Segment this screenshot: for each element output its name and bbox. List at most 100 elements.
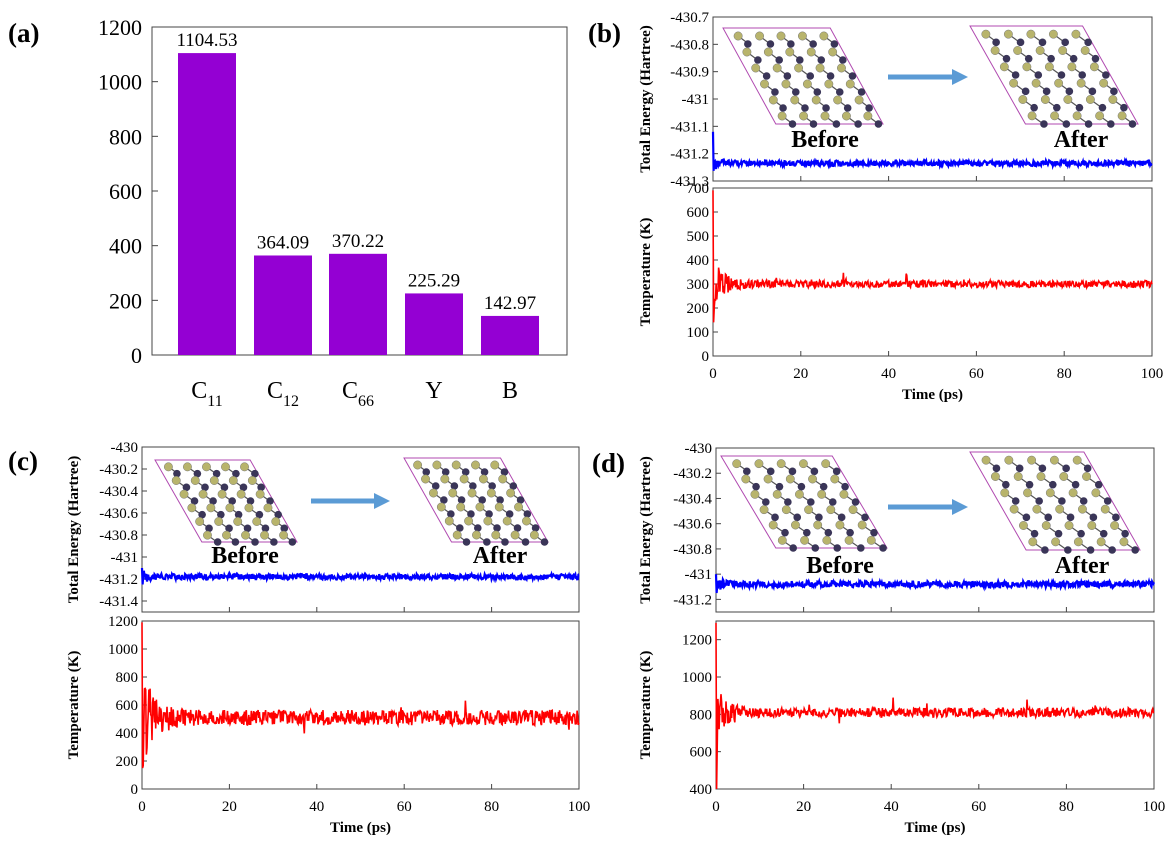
temperature-y-tick-label: 0 (131, 782, 139, 798)
lattice-atom-light (432, 460, 442, 470)
energy-y-axis-label: Total Energy (Hartree) (66, 456, 82, 603)
lattice-atom-light (1009, 78, 1019, 88)
lattice-atom-dark (513, 524, 522, 532)
lattice-atom-light (1076, 78, 1086, 88)
lattice-atom-light (837, 63, 846, 73)
y-tick-label: 400 (109, 234, 142, 259)
energy-y-tick-label: -430.4 (673, 491, 712, 507)
x-tick-label: 40 (309, 799, 324, 815)
lattice-atom-light (822, 535, 832, 545)
lattice-atom-dark (832, 120, 841, 128)
lattice-atom-dark (456, 524, 464, 532)
lattice-atom-dark (469, 482, 477, 490)
lattice-atom-dark (1042, 87, 1051, 96)
lattice-atom-light (732, 459, 742, 469)
lattice-atom-dark (1086, 546, 1095, 554)
lattice-atom-dark (450, 482, 459, 490)
lattice-atom-dark (1038, 38, 1047, 47)
inset-before-label: Before (791, 127, 859, 153)
lattice-atom-dark (822, 104, 830, 112)
temperature-y-tick-label: 100 (687, 325, 710, 341)
lattice-atom-light (828, 47, 838, 57)
lattice-atom-dark (1024, 54, 1033, 63)
lattice-atom-light (179, 489, 189, 499)
lattice-atom-dark (787, 40, 795, 48)
lattice-atom-light (209, 476, 219, 485)
lattice-atom-dark (839, 56, 847, 64)
bar-value-label: 142.97 (484, 293, 536, 314)
energy-y-axis-label: Total Energy (Hartree) (638, 456, 654, 603)
y-tick-label: 1000 (98, 70, 142, 95)
y-tick-label: 800 (109, 124, 142, 149)
bar-value-label: 364.09 (257, 232, 309, 253)
temperature-y-tick-label: 600 (116, 698, 139, 714)
lattice-atom-light (772, 63, 782, 73)
lattice-atom-dark (857, 88, 866, 96)
panel-d-label: (d) (592, 448, 625, 478)
lattice-atom-dark (1102, 71, 1110, 79)
lattice-atom-dark (1094, 480, 1103, 489)
lattice-atom-dark (193, 469, 202, 478)
lattice-atom-dark (817, 56, 826, 64)
lattice-atom-dark (274, 510, 283, 519)
temperature-y-axis-label: Temperature (K) (638, 651, 654, 760)
temperature-y-tick-label: 700 (687, 181, 710, 197)
lattice-atom-dark (205, 524, 213, 533)
energy-y-tick-label: -430.2 (99, 462, 138, 478)
lattice-atom-light (839, 489, 849, 499)
lattice-atom-light (813, 520, 823, 530)
lattice-atom-dark (213, 538, 222, 546)
energy-y-tick-label: -431.3 (670, 174, 709, 190)
lattice-atom-light (1078, 504, 1087, 514)
lattice-atom-light (990, 472, 1000, 481)
lattice-atom-light (472, 530, 481, 540)
lattice-atom-light (790, 95, 800, 105)
x-tick-label: 80 (484, 799, 499, 815)
lattice-atom-light (854, 95, 864, 105)
energy-y-tick-label: -430.8 (99, 528, 138, 544)
lattice-atom-light (1054, 78, 1064, 88)
lattice-atom-light (1108, 95, 1118, 104)
lattice-atom-dark (228, 497, 237, 505)
lattice-atom-dark (788, 120, 797, 128)
lattice-atom-light (1051, 537, 1061, 547)
lattice-atom-dark (1084, 120, 1093, 128)
x-axis-label: Time (ps) (330, 820, 391, 836)
lattice-atom-dark (857, 544, 865, 552)
arrow-head (374, 493, 390, 509)
lattice-atom-dark (467, 510, 475, 518)
lattice-atom-light (750, 489, 760, 499)
lattice-atom-dark (1047, 54, 1055, 63)
energy-y-tick-label: -431 (111, 550, 139, 566)
lattice-atom-dark (797, 482, 806, 491)
temperature-y-axis-label: Temperature (K) (638, 218, 654, 327)
lattice-atom-dark (1098, 103, 1107, 112)
lattice-atom-dark (485, 510, 493, 518)
lattice-atom-light (203, 530, 212, 540)
bar-4 (405, 293, 463, 355)
lattice-atom-light (806, 47, 816, 57)
lattice-atom-light (815, 63, 825, 73)
lattice-atom-dark (457, 496, 466, 504)
bar-5 (481, 315, 539, 355)
lattice-atom-light (826, 505, 836, 515)
temperature-y-axis-label: Temperature (K) (66, 651, 82, 760)
lattice-atom-dark (182, 483, 191, 492)
bar-3 (329, 253, 387, 355)
lattice-atom-dark (835, 88, 844, 96)
lattice-atom-dark (1110, 87, 1118, 96)
lattice-atom-dark (1128, 120, 1137, 128)
lattice-atom-dark (779, 104, 787, 112)
lattice-atom-dark (762, 72, 771, 80)
temperature-y-tick-label: 500 (687, 229, 710, 245)
x-tick-label: 100 (1143, 799, 1166, 815)
lattice-atom-light (1036, 472, 1046, 481)
lattice-atom-dark (441, 468, 450, 476)
lattice-atom-light (247, 476, 257, 485)
inset-after-label: After (473, 543, 528, 569)
lattice-atom-dark (781, 528, 789, 537)
lattice-atom-dark (447, 510, 455, 518)
lattice-atom-dark (793, 513, 802, 522)
lattice-atom-dark (775, 482, 784, 491)
lattice-atom-dark (1041, 546, 1049, 554)
